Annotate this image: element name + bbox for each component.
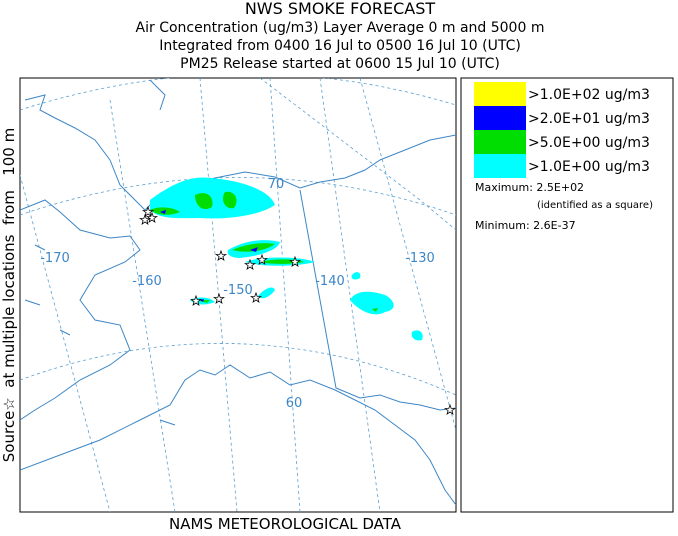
legend-label: >1.0E+02 ug/m3 [528, 87, 650, 103]
subtitle: PM25 Release started at 0600 15 Jul 10 (… [180, 56, 500, 72]
map: -170 -160 -150 -140 -130 70 60 [19, 77, 457, 513]
map-label: -140 [315, 274, 345, 289]
legend-swatch [474, 106, 526, 130]
title: NWS SMOKE FORECAST [245, 0, 436, 18]
map-label: -170 [40, 251, 70, 266]
map-label: -160 [132, 274, 162, 289]
map-label: -130 [405, 251, 435, 266]
side-label: Source☆ at multiple locations from 100 m [0, 128, 18, 462]
legend-label: >1.0E+00 ug/m3 [528, 159, 650, 175]
maximum: Maximum: 2.5E+02 [475, 181, 584, 194]
map-label: 60 [286, 396, 303, 411]
map-label: 70 [268, 177, 285, 192]
maximum-note: (identified as a square) [537, 200, 653, 211]
legend-swatch [474, 154, 526, 178]
subtitle: Integrated from 0400 16 Jul to 0500 16 J… [159, 38, 521, 54]
legend-label: >2.0E+01 ug/m3 [528, 111, 650, 127]
map-label: -150 [223, 283, 253, 298]
legend-swatch [474, 130, 526, 154]
legend-label: >5.0E+00 ug/m3 [528, 135, 650, 151]
legend-swatch [474, 82, 526, 106]
footer: NAMS METEOROLOGICAL DATA [169, 515, 402, 532]
legend: Maximum: 2.5E+02 (identified as a square… [460, 77, 674, 513]
subtitle: Air Concentration (ug/m3) Layer Average … [136, 20, 545, 36]
minimum: Minimum: 2.6E-37 [475, 219, 576, 232]
